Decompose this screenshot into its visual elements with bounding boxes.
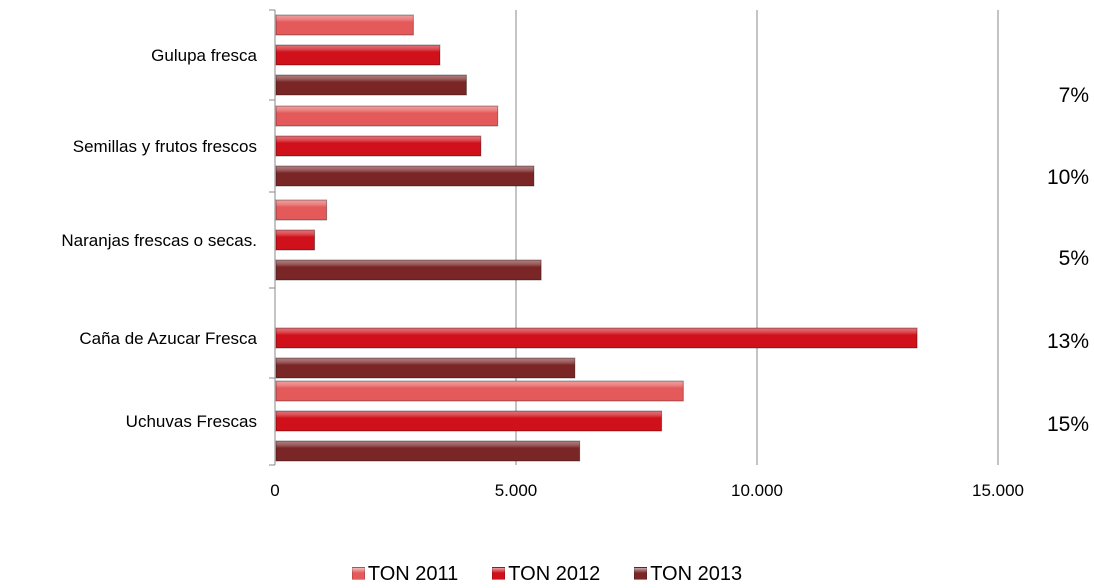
bar-shine	[276, 381, 684, 401]
category-label: Caña de Azucar Fresca	[79, 329, 257, 348]
bar-shine	[276, 136, 481, 156]
bar-shine	[276, 75, 467, 95]
x-tick-label: 15.000	[972, 481, 1024, 500]
bar-edge	[275, 105, 499, 127]
bar-shine	[276, 200, 327, 220]
category-label: Uchuvas Frescas	[126, 412, 257, 431]
bar-edge	[275, 165, 535, 187]
bar-edge	[275, 357, 576, 379]
percent-annotation: 10%	[1047, 166, 1089, 189]
bar-shine	[276, 358, 575, 378]
legend-swatch	[351, 567, 365, 580]
legend-item: TON 2013	[634, 563, 742, 586]
legend-label: TON 2013	[650, 563, 743, 585]
bar-edge	[275, 74, 467, 96]
x-tick-label: 10.000	[731, 481, 783, 500]
bar-shine	[276, 15, 414, 35]
category-label: Naranjas frescas o secas.	[61, 231, 257, 250]
percent-annotation: 15%	[1047, 413, 1089, 436]
bar-edge	[275, 440, 581, 462]
bar-edge	[275, 199, 328, 221]
percent-annotation: 13%	[1047, 330, 1089, 353]
bar-shine	[276, 45, 440, 65]
chart-legend: TON 2011 TON 2012 TON 2013	[0, 563, 1094, 586]
bar-shine	[276, 230, 315, 250]
bar-edge	[275, 229, 316, 251]
bar-chart: 0 5.000 10.000 15.000 Uchuvas Frescas Caña de…	[61, 9, 1089, 500]
legend-label: TON 2011	[367, 563, 459, 585]
legend-item: TON 2011	[351, 563, 459, 586]
category-label: Gulupa fresca	[151, 46, 257, 65]
bar-shine	[276, 260, 542, 280]
bar-edge	[275, 380, 684, 402]
bar-edge	[275, 327, 918, 349]
percent-annotation: 7%	[1059, 84, 1089, 107]
percent-annotation: 5%	[1059, 247, 1089, 270]
legend-label: TON 2012	[508, 563, 601, 585]
bar-shine	[276, 328, 918, 348]
legend-item: TON 2012	[492, 563, 600, 586]
bar-shine	[276, 441, 580, 461]
x-tick-label: 0	[270, 481, 279, 500]
bar-edge	[275, 14, 414, 36]
x-tick-label: 5.000	[495, 481, 538, 500]
category-label: Semillas y frutos frescos	[73, 137, 257, 156]
bar-edge	[275, 135, 482, 157]
bar-shine	[276, 106, 498, 126]
legend-swatch	[634, 567, 648, 580]
bar-edge	[275, 44, 441, 66]
legend-swatch	[492, 567, 506, 580]
bar-shine	[276, 411, 662, 431]
bar-shine	[276, 166, 534, 186]
bar-edge	[275, 259, 542, 281]
bar-edge	[275, 410, 663, 432]
